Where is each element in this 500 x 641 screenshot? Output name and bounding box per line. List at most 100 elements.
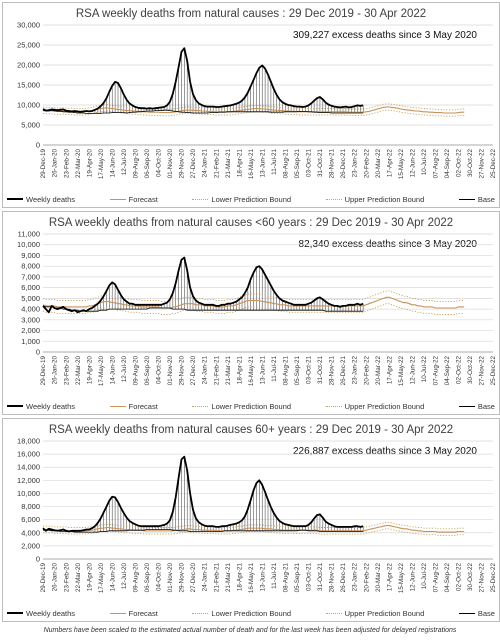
chart-title: RSA weekly deaths from natural causes : … [75,8,427,20]
x-tick-label: 24-Jan-21 [202,148,209,177]
x-tick-label: 07-Aug-22 [433,148,440,178]
y-tick-label: 20,000 [17,61,40,70]
x-tick-label: 21-Mar-21 [225,148,232,178]
x-tick-label: 14-Jun-20 [109,148,116,177]
x-tick-label: 29-Dec-19 [40,356,47,386]
x-tick-label: 26-Dec-21 [340,149,347,179]
x-tick-label: 17-May-20 [98,563,105,594]
x-tick-label: 06-Sep-20 [144,562,151,592]
y-tick-label: 10,000 [17,240,40,249]
y-tick-label: 18,000 [17,437,40,446]
x-tick-label: 24-Jan-21 [202,355,209,384]
y-tick-label: 4,000 [21,528,40,537]
x-tick-label: 17-May-20 [98,356,105,387]
legend-base: Base [458,195,495,204]
chart-legend: Weekly deaths Forecast Lower Prediction … [7,400,495,412]
x-tick-label: 22-Mar-20 [75,355,82,385]
x-tick-label: 12-Jul-20 [121,356,128,383]
legend-upper-bound: Upper Prediction Bound [325,609,424,618]
chart-panel-60-plus: RSA weekly deaths from natural causes 60… [2,418,500,622]
legend-weekly-deaths: Weekly deaths [7,609,75,618]
y-tick-label: 0 [36,348,40,357]
y-tick-label: 2,000 [21,541,40,550]
x-tick-label: 08-Aug-21 [283,562,290,592]
x-tick-label: 20-Feb-22 [363,356,370,386]
chart-plot: 0 5,000 10,000 15,000 20,000 25,000 30,000 29-D… [17,21,497,180]
x-tick-label: 07-Aug-22 [433,355,440,385]
x-tick-label: 04-Oct-20 [156,149,163,177]
x-tick-label: 20-Feb-22 [363,149,370,179]
x-tick-label: 25-Dec-22 [490,356,497,386]
lower-bound-line [43,528,465,536]
y-tick-label: 8,000 [21,262,40,271]
x-tick-label: 22-Mar-20 [75,562,82,592]
x-tick-label: 04-Sep-22 [444,562,451,592]
x-tick-label: 11-Jul-21 [271,563,278,589]
y-tick-label: 11,000 [18,230,40,239]
x-tick-label: 22-Mar-20 [75,148,82,178]
x-tick-label: 11-Jul-21 [271,149,278,175]
y-tick-label: 2,000 [21,326,40,335]
lower-bound-line [42,303,465,315]
x-tick-label: 07-Aug-22 [433,562,440,592]
x-tick-label: 30-Oct-22 [467,355,474,383]
y-tick-label: 1,000 [21,337,40,346]
x-tick-label: 29-Nov-20 [179,356,186,386]
y-tick-label: 8,000 [21,502,40,511]
x-tick-label: 27-Nov-22 [479,149,486,179]
x-tick-label: 26-Jan-20 [52,562,59,591]
x-tick-label: 12-Jul-20 [121,563,128,590]
x-tick-label: 20-Mar-22 [375,562,382,592]
legend-weekly-deaths: Weekly deaths [7,402,75,411]
x-tick-label: 16-May-21 [248,149,255,180]
x-tick-label: 12-Jun-22 [409,148,416,177]
x-tick-label: 30-Oct-22 [467,148,474,176]
chart-panel-all-ages: RSA weekly deaths from natural causes : … [2,2,500,208]
x-tick-label: 28-Nov-21 [329,563,336,593]
y-tick-label: 3,000 [21,315,40,324]
x-tick-label: 28-Nov-21 [329,149,336,179]
x-tick-label: 19-Apr-20 [86,356,93,384]
x-tick-label: 23-Feb-20 [63,563,70,593]
y-tick-label: 14,000 [17,463,40,472]
x-tick-label: 31-Oct-21 [317,355,324,383]
lower-bound-line [42,109,465,117]
base-line [42,109,364,114]
x-tick-label: 16-May-21 [248,356,255,387]
x-tick-label: 24-Jan-21 [202,562,209,591]
x-tick-label: 09-Aug-20 [133,148,140,178]
chart-title: RSA weekly deaths from natural causes <6… [48,217,454,229]
base-line [43,529,364,533]
weekly-deaths-line [42,455,364,533]
legend-forecast: Forecast [109,609,158,618]
x-tick-label: 27-Dec-20 [190,149,197,179]
x-tick-label: 25-Dec-22 [490,563,497,593]
x-tick-label: 23-Feb-20 [63,149,70,179]
x-tick-label: 05-Sep-21 [294,562,301,592]
y-tick-label: 6,000 [21,283,40,292]
x-tick-label: 11-Jul-21 [271,356,278,382]
y-tick-label: 15,000 [17,81,40,90]
x-tick-label: 15-May-22 [398,356,405,387]
x-tick-label: 17-Apr-22 [386,356,393,384]
forecast-line [42,296,465,309]
x-tick-label: 09-Aug-20 [133,355,140,385]
chart-title: RSA weekly deaths from natural causes 60… [48,424,454,436]
legend-forecast: Forecast [109,402,158,411]
excess-hatching [94,456,364,533]
chart-panel-under-60: RSA weekly deaths from natural causes <6… [2,211,500,415]
x-tick-label: 03-Oct-21 [306,149,313,177]
x-tick-label: 27-Dec-20 [190,563,197,593]
x-tick-label: 29-Dec-19 [40,149,47,179]
y-tick-label: 4,000 [21,305,40,314]
y-tick-label: 0 [36,555,40,564]
x-tick-label: 12-Jun-22 [409,562,416,591]
x-tick-label: 01-Nov-20 [167,355,174,385]
x-tick-label: 15-May-22 [398,563,405,594]
x-tick-label: 25-Dec-22 [490,149,497,179]
x-tick-label: 17-Apr-22 [386,563,393,591]
x-tick-label: 21-Mar-21 [225,355,232,385]
x-tick-label: 14-Jun-20 [109,562,116,591]
x-tick-label: 19-Apr-20 [86,149,93,177]
x-tick-label: 09-Aug-20 [133,562,140,592]
